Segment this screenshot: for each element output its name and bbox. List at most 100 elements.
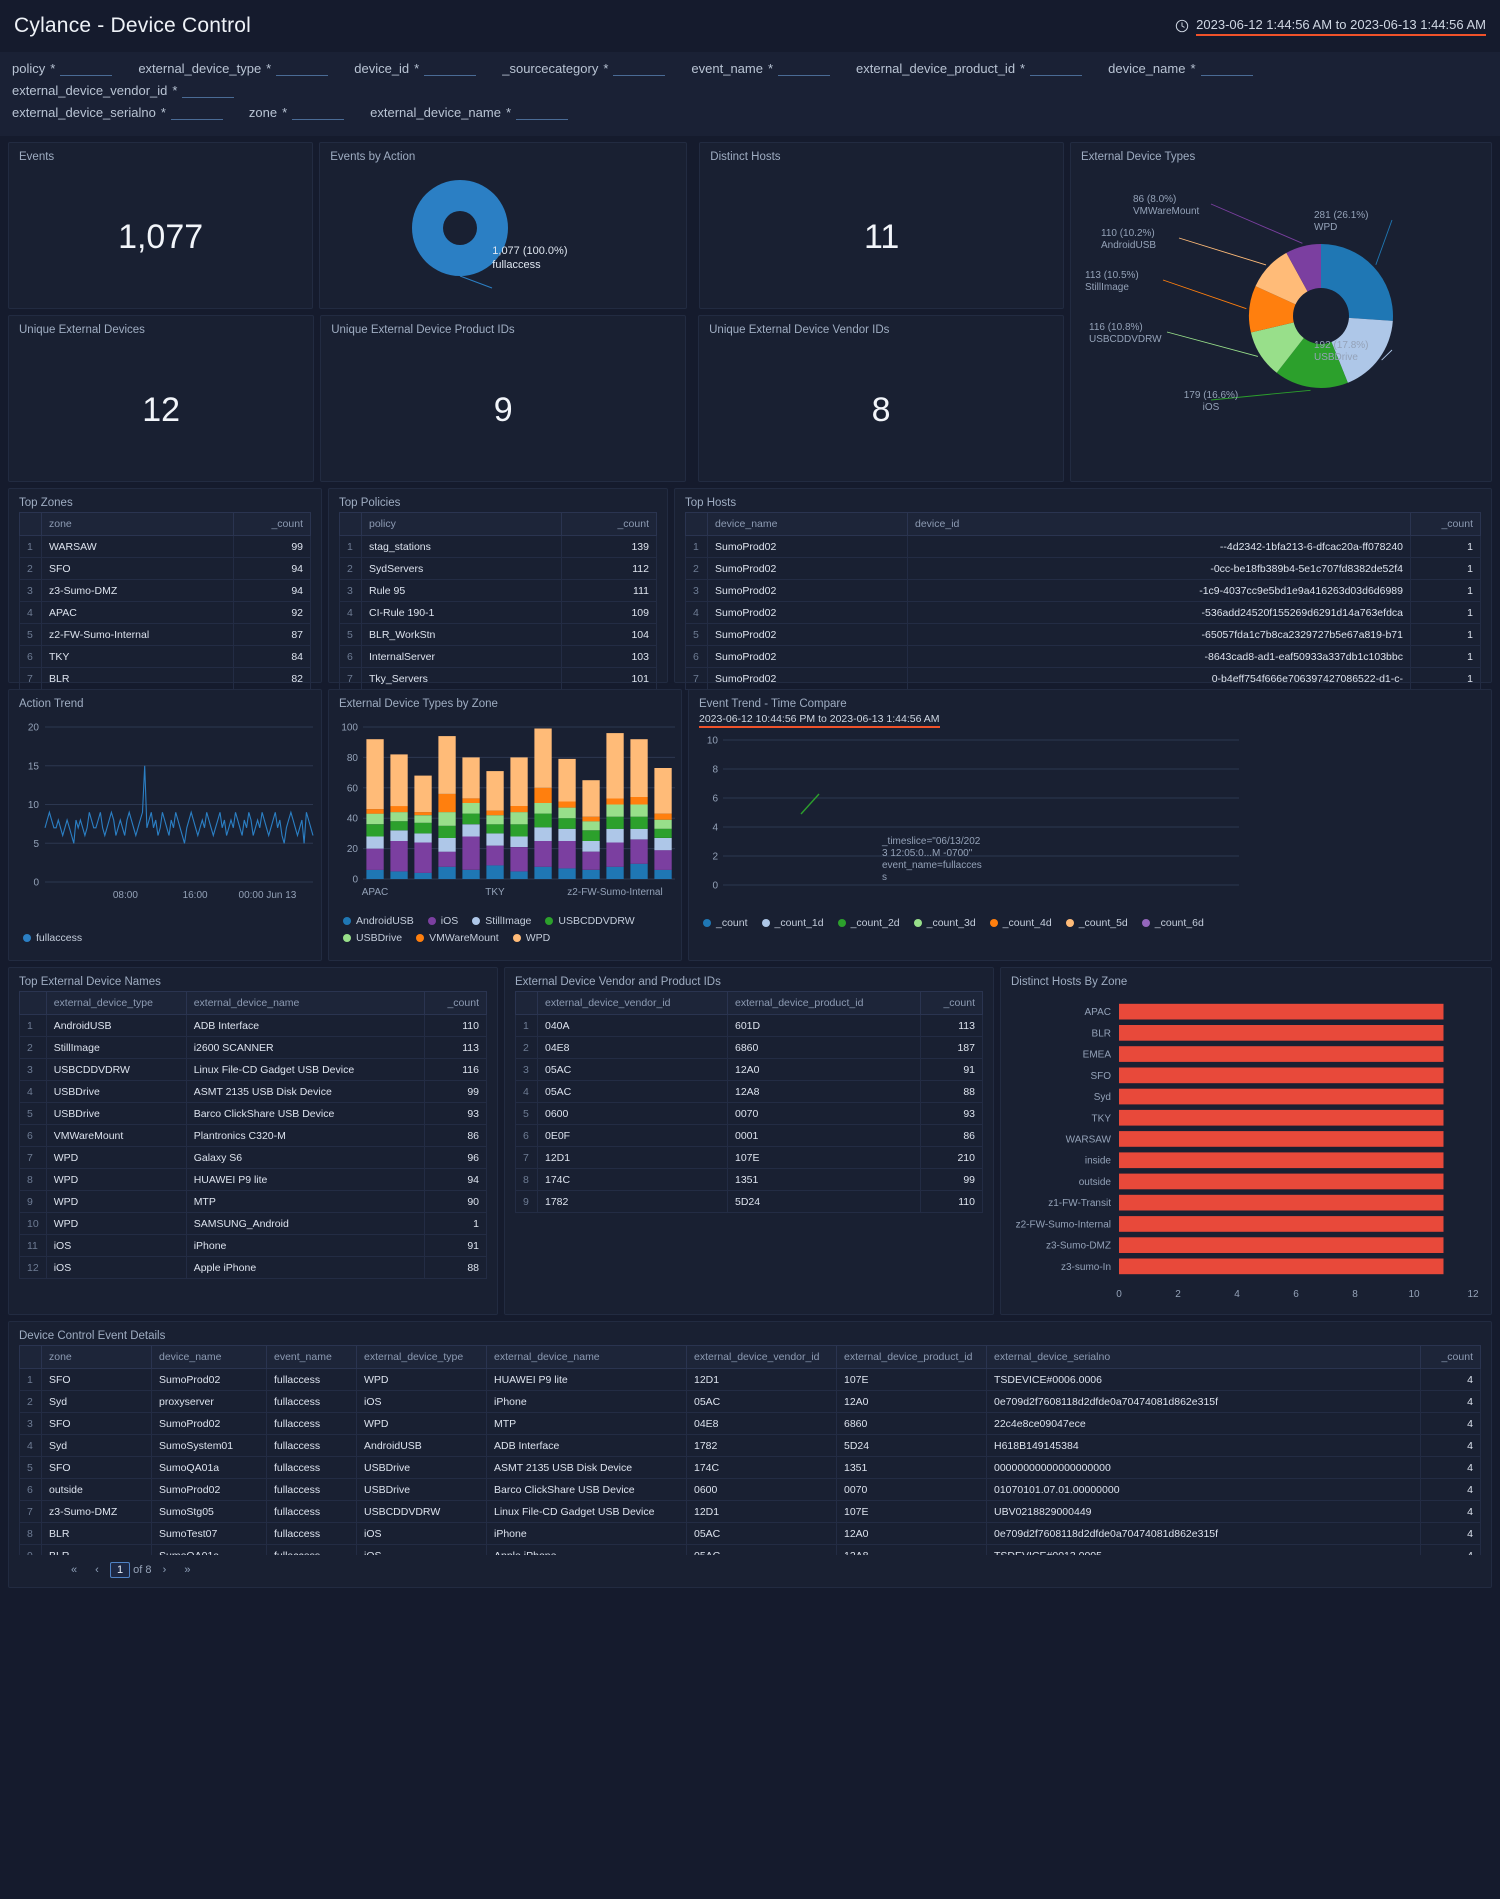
col-count[interactable]: _count [1420,1345,1481,1369]
bar-segment[interactable] [390,871,408,879]
filter-input[interactable] [613,60,666,76]
col-count[interactable]: _count [424,991,487,1015]
hbar[interactable] [1119,1088,1444,1105]
bar-segment[interactable] [486,865,504,879]
panel-top-zones[interactable]: Top Zones zone _count 1 WARSAW 99 2 SFO 94 3 z3… [8,488,322,712]
bar-segment[interactable] [510,812,528,825]
col-external-device-name[interactable]: external_device_name [486,1345,687,1369]
bar-segment[interactable] [414,872,432,879]
filter-input[interactable] [424,60,477,76]
hbar[interactable] [1119,1025,1444,1041]
bar-segment[interactable] [534,728,552,788]
bar-segment[interactable] [390,830,408,841]
bar-segment[interactable] [438,736,456,794]
panel-unique-product-ids[interactable]: Unique External Device Product IDs 9 [320,315,687,482]
bar-segment[interactable] [630,839,648,864]
panel-top-policies[interactable]: Top Policies policy _count 1 stag_station… [328,488,668,712]
col-vendor-id[interactable]: external_device_vendor_id [537,991,728,1015]
col-count[interactable]: _count [560,512,658,536]
bar-segment[interactable] [390,754,408,807]
table-row[interactable]: 5 SFO SumoQA01a fullaccess USBDrive ASMT 2135… [19,1456,1481,1479]
event-trend-subtitle-wrap[interactable]: 2023-06-12 10:44:56 PM to 2023-06-13 1:4… [689,713,1491,728]
bar-segment[interactable] [366,869,384,879]
table-row[interactable]: 1 AndroidUSB ADB Interface 110 [19,1014,487,1037]
bar-segment[interactable] [654,838,672,851]
bar-segment[interactable] [438,812,456,826]
bar-segment[interactable] [486,845,504,866]
panel-device-control-event-details[interactable]: Device Control Event Details zone device… [8,1321,1492,1588]
table-row[interactable]: 3 05AC 12A0 91 [515,1058,983,1081]
hbar[interactable] [1119,1131,1444,1147]
bar-segment[interactable] [390,821,408,831]
table-row[interactable]: 3 Rule 95 111 [339,579,658,602]
pie-slice[interactable] [1276,316,1348,388]
bar-segment[interactable] [606,798,624,805]
filter-external-device-name[interactable]: external_device_name * [370,104,569,120]
table-row[interactable]: 2 StillImage i2600 SCANNER 113 [19,1036,487,1059]
col-external-device-type[interactable]: external_device_type [45,991,187,1015]
panel-distinct-hosts[interactable]: Distinct Hosts 11 [699,142,1064,309]
hbar[interactable] [1119,1237,1444,1253]
legend-item[interactable]: StillImage [472,915,531,927]
bar-segment[interactable] [486,824,504,834]
bar-segment[interactable] [462,824,480,837]
event-trend-subtitle[interactable]: 2023-06-12 10:44:56 PM to 2023-06-13 1:4… [699,713,940,728]
bar-segment[interactable] [390,812,408,822]
bar-segment[interactable] [438,866,456,879]
col-product-id[interactable]: external_device_product_id [727,991,921,1015]
legend-item[interactable]: iOS [427,915,458,927]
bar-segment[interactable] [510,871,528,879]
col-zone[interactable]: zone [41,512,234,536]
filter-input[interactable] [170,104,223,120]
bar-segment[interactable] [486,771,504,811]
bar-segment[interactable] [414,822,432,834]
bar-segment[interactable] [534,803,552,814]
bar-segment[interactable] [462,798,480,803]
bar-segment[interactable] [486,815,504,825]
table-row[interactable]: 7 WPD Galaxy S6 96 [19,1146,487,1169]
hbar[interactable] [1119,1067,1444,1084]
table-row[interactable]: 6 TKY 84 [19,645,312,668]
panel-distinct-hosts-by-zone[interactable]: Distinct Hosts By Zone APAC BLR EMEA SFO Syd… [1000,967,1492,1315]
legend-item[interactable]: _count_1d [761,917,824,929]
bar-segment[interactable] [582,816,600,822]
col-event-name[interactable]: event_name [266,1345,357,1369]
pager-current-page[interactable]: 1 [110,1562,131,1578]
bar-segment[interactable] [630,863,648,879]
filter-external-device-product-id[interactable]: external_device_product_id * [856,60,1083,76]
panel-events-by-action[interactable]: Events by Action 1,077 (100.0%) fullacce… [319,142,688,309]
table-row[interactable]: 5 0600 0070 93 [515,1102,983,1125]
col-external-device-type[interactable]: external_device_type [356,1345,487,1369]
time-range-picker[interactable]: 2023-06-12 1:44:56 AM to 2023-06-13 1:44… [1175,17,1486,36]
bar-segment[interactable] [366,836,384,849]
filter-input[interactable] [276,60,329,76]
bar-segment[interactable] [534,841,552,867]
table-row[interactable]: 4 SumoProd02 -536add24520f155269d6291d14a7… [685,601,1481,624]
legend-item[interactable]: _count_3d [913,917,976,929]
table-row[interactable]: 1 SFO SumoProd02 fullaccess WPD HUAWEI P9 lit… [19,1368,1481,1391]
bar-segment[interactable] [654,850,672,870]
col-count[interactable]: _count [1410,512,1481,536]
bar-segment[interactable] [654,828,672,838]
hbar[interactable] [1119,1216,1444,1232]
bar-segment[interactable] [414,775,432,813]
table-row[interactable]: 2 Syd proxyserver fullaccess iOS iPhone 05AC 12… [19,1390,1481,1413]
bar-segment[interactable] [510,847,528,872]
bar-segment[interactable] [606,828,624,843]
bar-segment[interactable] [510,806,528,813]
filter-device-id[interactable]: device_id * [354,60,477,76]
legend-item[interactable]: _count [703,917,748,929]
hbar[interactable] [1119,1258,1444,1275]
bar-segment[interactable] [558,841,576,869]
filter-input[interactable] [1200,60,1253,76]
bar-segment[interactable] [582,841,600,852]
col-count[interactable]: _count [232,512,312,536]
table-row[interactable]: 7 Tky_Servers 101 [339,667,658,690]
col-count[interactable]: _count [920,991,983,1015]
bar-segment[interactable] [534,827,552,841]
bar-segment[interactable] [558,801,576,808]
filter-event-name[interactable]: event_name * [691,60,831,76]
bar-segment[interactable] [606,866,624,879]
bar-segment[interactable] [510,757,528,806]
hbar[interactable] [1119,1046,1444,1062]
